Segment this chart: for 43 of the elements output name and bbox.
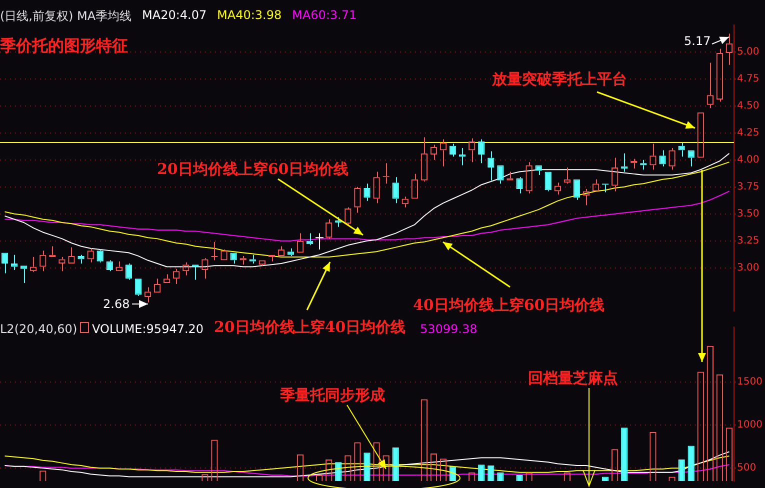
annotation: 回档量芝麻点: [528, 369, 618, 388]
annotation: 2.68: [103, 297, 130, 311]
candlestick: [478, 138, 485, 164]
candlestick: [678, 142, 685, 158]
y-tick-label: 4.00: [737, 154, 760, 166]
text: MA40:3.98: [217, 8, 282, 22]
candlestick: [535, 165, 542, 176]
chart-subtitle: (日线,前复权) MA季均线: [0, 8, 132, 25]
text: MA20:4.07: [142, 8, 207, 22]
candlestick: [544, 172, 552, 192]
text: 53099.38: [420, 322, 478, 336]
annotation: 放量突破季托上平台: [492, 70, 627, 89]
annotation: 20日均价线上穿60日均价线: [157, 160, 349, 179]
chart-subtitle: L2(20,40,60): [0, 322, 78, 336]
text: 季价托的图形特征: [0, 36, 128, 57]
candlestick: [497, 165, 504, 184]
legend-label: VOLUME:95947.20: [91, 322, 204, 336]
candlestick: [192, 264, 199, 280]
annotation: 20日均价线上穿40日均价线: [214, 318, 406, 337]
y-tick-label: 500: [737, 462, 756, 474]
y-tick-label: 4.50: [737, 100, 760, 112]
y-tick-label: 4.25: [737, 128, 760, 139]
y-tick-label: 4.75: [737, 74, 760, 85]
candlestick: [249, 254, 256, 264]
candlestick: [20, 266, 28, 284]
y-tick-label: 3.75: [737, 181, 760, 192]
y-tick-label: 1000: [737, 420, 762, 431]
y-tick-label: 3.00: [737, 262, 760, 274]
y-tick-label: 3.25: [737, 235, 760, 246]
candlestick: [10, 254, 18, 270]
candlestick: [287, 248, 294, 256]
candlestick: [392, 176, 399, 204]
y-tick-label: 1500: [737, 376, 762, 388]
annotation: 季量托同步形成: [280, 386, 385, 405]
text: MA60:3.71: [292, 8, 357, 22]
y-tick-label: 5.00: [737, 46, 760, 58]
candlestick: [640, 159, 647, 170]
annotation: 40日均价线上穿60日均价线: [413, 296, 605, 315]
y-tick-label: 3.50: [737, 208, 760, 220]
candlestick: [134, 278, 142, 296]
annotation: 5.17: [684, 34, 711, 48]
candlestick: [230, 252, 237, 264]
candlestick: [573, 179, 580, 200]
